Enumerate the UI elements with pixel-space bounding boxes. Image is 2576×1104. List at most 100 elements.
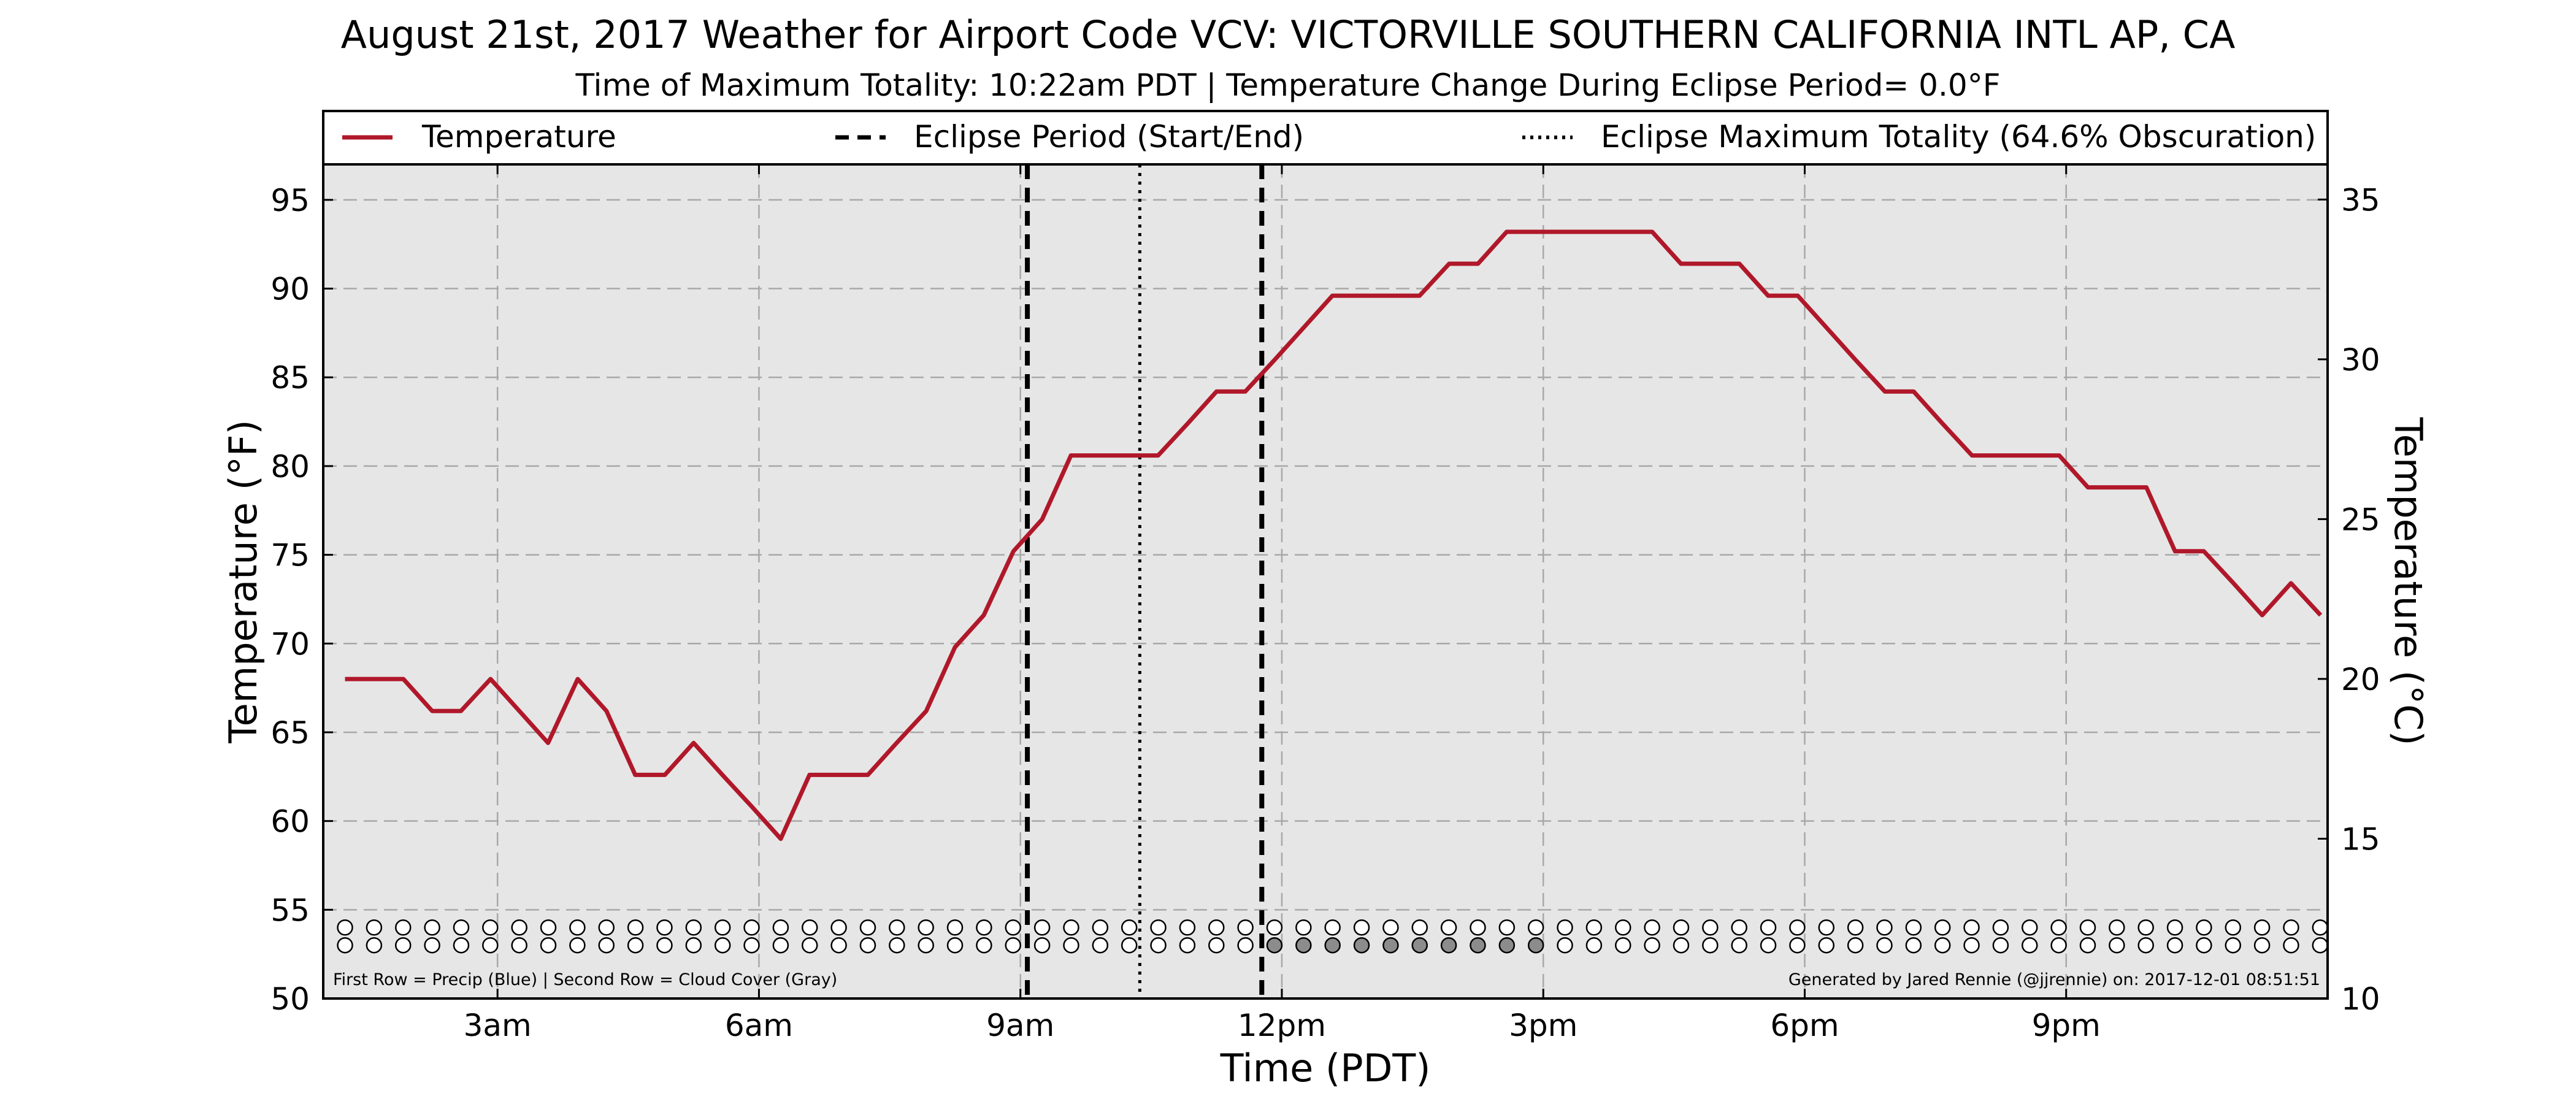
precip-marker <box>1470 919 1486 936</box>
cloud-cover-marker <box>2050 937 2067 954</box>
precip-marker <box>1557 919 1573 936</box>
cloud-cover-marker <box>801 937 818 954</box>
precip-marker <box>859 919 876 936</box>
x-tick-label: 3am <box>464 1008 532 1043</box>
x-axis-label: Time (PDT) <box>1220 1046 1431 1091</box>
cloud-cover-marker <box>656 937 673 954</box>
cloud-cover-marker <box>976 937 992 954</box>
cloud-cover-marker <box>424 937 440 954</box>
cloud-cover-marker <box>889 937 905 954</box>
precip-marker <box>1847 919 1864 936</box>
cloud-cover-marker <box>1092 937 1109 954</box>
precip-marker <box>2050 919 2067 936</box>
precip-marker <box>1440 919 1457 936</box>
cloud-cover-marker <box>1847 937 1864 954</box>
precip-marker <box>743 919 760 936</box>
cloud-cover-marker <box>1470 937 1486 954</box>
legend-temperature-label: Temperature <box>421 119 616 155</box>
precip-marker <box>1731 919 1747 936</box>
x-tick-label: 9am <box>986 1008 1054 1043</box>
precip-marker <box>2225 919 2242 936</box>
precip-marker <box>1789 919 1806 936</box>
y-right-tick-label: 30 <box>2341 342 2380 378</box>
cloud-cover-marker <box>569 937 586 954</box>
cloud-cover-marker <box>1324 937 1341 954</box>
temperature-series <box>345 229 2323 841</box>
cloud-cover-marker <box>1063 937 1079 954</box>
cloud-cover-marker <box>1411 937 1428 954</box>
precip-marker <box>2109 919 2125 936</box>
y-left-tick-label: 50 <box>270 981 310 1017</box>
cloud-cover-marker <box>743 937 760 954</box>
cloud-cover-marker <box>1527 937 1544 954</box>
precip-marker <box>1963 919 1980 936</box>
cloud-cover-marker <box>627 937 644 954</box>
x-axis-ticks: 3am 6am 9am 12pm 3pm 6pm 9pm <box>464 164 2101 1043</box>
precip-marker <box>453 919 470 936</box>
cloud-cover-marker <box>2283 937 2299 954</box>
precip-marker <box>714 919 731 936</box>
precip-marker <box>946 919 964 936</box>
y-right-tick-label: 35 <box>2341 182 2380 218</box>
grid-layer <box>323 164 2328 999</box>
y-axis-left-ticks: 50 55 60 65 70 75 80 85 90 95 <box>270 183 333 1017</box>
precip-marker <box>2137 919 2154 936</box>
cloud-cover-marker <box>1731 937 1747 954</box>
cloud-cover-marker <box>1673 937 1690 954</box>
cloud-cover-marker <box>772 937 789 954</box>
precip-marker <box>1121 919 1138 936</box>
cloud-cover-marker <box>511 937 527 954</box>
x-tick-label: 12pm <box>1238 1008 1326 1043</box>
cloud-cover-marker <box>1440 937 1457 954</box>
y-left-tick-label: 60 <box>270 804 310 840</box>
y-axis-right-ticks: 10 15 20 25 30 35 <box>2318 182 2380 1017</box>
precip-marker <box>2312 919 2329 936</box>
cloud-cover-marker <box>1585 937 1603 954</box>
precip-marker <box>1033 919 1051 936</box>
cloud-cover-marker <box>1992 937 2009 954</box>
chart-title: August 21st, 2017 Weather for Airport Co… <box>341 12 2236 57</box>
cloud-cover-marker <box>1760 937 1777 954</box>
precip-marker <box>1092 919 1109 936</box>
cloud-cover-marker <box>1208 937 1225 954</box>
x-tick-label: 9pm <box>2032 1008 2101 1043</box>
y-left-tick-label: 90 <box>270 272 310 307</box>
precip-marker <box>918 919 934 936</box>
x-tick-label: 6pm <box>1770 1008 1839 1043</box>
cloud-cover-marker <box>2079 937 2096 954</box>
cloud-cover-marker <box>1179 937 1196 954</box>
precip-marker <box>598 919 615 936</box>
precip-marker <box>1673 919 1690 936</box>
precip-marker <box>1295 919 1312 936</box>
precip-marker <box>801 919 818 936</box>
cloud-cover-marker <box>2109 937 2125 954</box>
cloud-cover-marker <box>1934 937 1951 954</box>
precip-marker <box>1208 919 1225 936</box>
precip-marker <box>1005 919 1021 936</box>
cloud-cover-marker <box>453 937 470 954</box>
cloud-cover-marker <box>1789 937 1806 954</box>
eclipse-lines <box>1025 164 1265 999</box>
precip-marker <box>1992 919 2009 936</box>
precip-marker <box>540 919 557 936</box>
precip-marker <box>1585 919 1603 936</box>
generated-by-note: Generated by Jared Rennie (@jjrennie) on… <box>1788 970 2320 989</box>
precip-marker <box>2166 919 2183 936</box>
precip-marker <box>482 919 499 936</box>
y-left-tick-label: 55 <box>270 892 310 928</box>
plot-background <box>323 164 2328 999</box>
cloud-cover-marker <box>1150 937 1167 954</box>
y-left-tick-label: 80 <box>270 449 310 485</box>
cloud-cover-marker <box>1818 937 1835 954</box>
cloud-cover-marker <box>859 937 876 954</box>
cloud-cover-marker <box>1382 937 1399 954</box>
observation-rows <box>337 919 2329 954</box>
observation-rows-note: First Row = Precip (Blue) | Second Row =… <box>333 970 837 989</box>
precip-marker <box>2196 919 2212 936</box>
cloud-cover-marker <box>2312 937 2329 954</box>
precip-marker <box>889 919 905 936</box>
precip-marker <box>685 919 702 936</box>
cloud-cover-marker <box>1905 937 1922 954</box>
precip-marker <box>830 919 847 936</box>
